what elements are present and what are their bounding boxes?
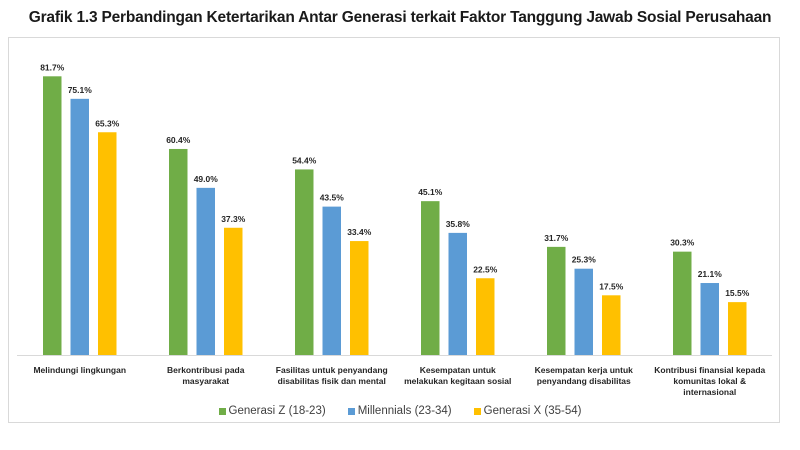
- bars-layer: [43, 76, 747, 355]
- value-label: 65.3%: [95, 118, 120, 128]
- value-label: 49.0%: [194, 174, 219, 184]
- legend-item-millennials[interactable]: Millennials (23-34): [347, 405, 452, 417]
- value-label: 33.4%: [347, 227, 372, 237]
- bar-millennials-5: [574, 268, 593, 355]
- bar-generasi-z-3: [295, 169, 314, 355]
- value-label: 21.1%: [698, 269, 723, 279]
- value-label: 75.1%: [68, 85, 93, 95]
- value-labels-layer: 81.7% 75.1% 65.3% 60.4% 49.0% 37.3% 54.4% 43.5%…: [40, 62, 750, 298]
- category-label-line: Melindungi lingkungan: [33, 365, 127, 375]
- legend-swatch-generasi-x: [473, 407, 481, 415]
- bar-generasi-z-1: [43, 76, 62, 355]
- category-label-line: internasional: [683, 387, 737, 397]
- bar-millennials-1: [70, 98, 89, 355]
- value-label: 81.7%: [40, 62, 65, 72]
- legend-label: Millennials (23-34): [357, 405, 452, 417]
- legend-label: Generasi X (35-54): [483, 405, 582, 417]
- legend-item-generasi-z[interactable]: Generasi Z (18-23): [218, 405, 326, 417]
- bar-millennials-4: [448, 232, 467, 355]
- legend-swatch-millennials: [347, 407, 355, 415]
- value-label: 60.4%: [166, 135, 191, 145]
- bar-generasi-x-1: [98, 132, 117, 355]
- value-label: 31.7%: [544, 233, 569, 243]
- category-label-line: disabilitas fisik dan mental: [277, 376, 386, 386]
- bar-millennials-3: [322, 206, 341, 355]
- category-label: Kesempatan untuk melakukan kegitaan sosia…: [393, 365, 523, 387]
- bar-generasi-x-3: [350, 241, 369, 355]
- legend-label: Generasi Z (18-23): [228, 405, 326, 417]
- category-label: Berkontribusi pada masyarakat: [141, 365, 271, 387]
- bar-generasi-z-4: [421, 201, 440, 355]
- category-label: Kesempatan kerja untuk penyandang disabil…: [519, 365, 649, 387]
- category-label-line: komunitas lokal &: [673, 376, 747, 386]
- bar-millennials-6: [700, 283, 719, 355]
- legend-item-generasi-x[interactable]: Generasi X (35-54): [473, 405, 582, 417]
- legend: Generasi Z (18-23) Millennials (23-34) G…: [0, 405, 800, 417]
- category-label-line: Kontribusi finansial kepada: [654, 365, 766, 375]
- value-label: 35.8%: [446, 219, 471, 229]
- category-label-line: Fasilitas untuk penyandang: [275, 365, 388, 375]
- bar-millennials-2: [196, 187, 215, 355]
- bar-generasi-x-5: [602, 295, 621, 355]
- value-label: 43.5%: [320, 193, 345, 203]
- category-label-line: Berkontribusi pada: [167, 365, 245, 375]
- value-label: 25.3%: [572, 255, 597, 265]
- bar-generasi-x-6: [728, 302, 747, 355]
- category-label: Kontribusi finansial kepada komunitas lok…: [645, 365, 775, 398]
- category-label: Fasilitas untuk penyandang disabilitas fi…: [267, 365, 397, 387]
- category-label-line: Kesempatan kerja untuk: [534, 365, 633, 375]
- category-label-line: penyandang disabilitas: [536, 376, 631, 386]
- bar-generasi-x-4: [476, 278, 495, 355]
- category-label-line: masyarakat: [182, 376, 230, 386]
- legend-swatch-generasi-z: [218, 407, 226, 415]
- value-label: 17.5%: [599, 281, 624, 291]
- category-label: Melindungi lingkungan: [15, 365, 145, 376]
- chart-frame: [8, 37, 780, 423]
- value-label: 22.5%: [473, 264, 498, 274]
- value-label: 45.1%: [418, 187, 443, 197]
- bar-generasi-z-5: [547, 246, 566, 355]
- chart-title: Grafik 1.3 Perbandingan Ketertarikan Ant…: [28, 9, 772, 26]
- value-label: 30.3%: [670, 238, 695, 248]
- bar-generasi-x-2: [224, 227, 243, 355]
- category-label-line: Kesempatan untuk: [419, 365, 496, 375]
- bar-generasi-z-6: [673, 251, 692, 355]
- value-label: 37.3%: [221, 214, 246, 224]
- value-label: 54.4%: [292, 155, 317, 165]
- value-label: 15.5%: [725, 288, 750, 298]
- bar-generasi-z-2: [169, 148, 188, 355]
- category-label-line: melakukan kegitaan sosial: [404, 376, 512, 386]
